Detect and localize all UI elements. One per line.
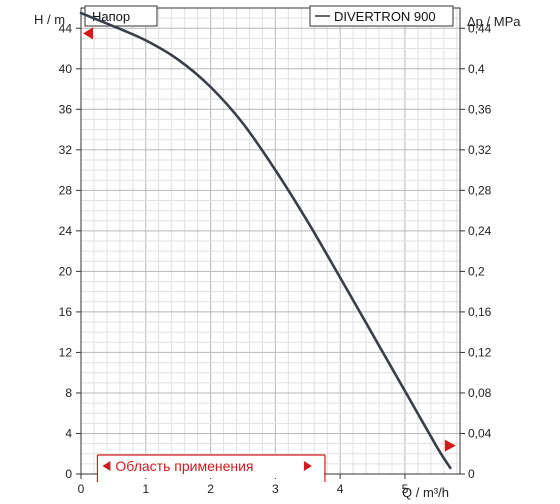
- legend-frame: [309, 5, 454, 27]
- y-tick-label: 16: [59, 305, 73, 319]
- y-tick-label: 32: [59, 143, 73, 157]
- x-tick-label: 0: [78, 482, 85, 496]
- legend-label: DIVERTRON 900: [334, 9, 436, 24]
- y2-tick-label: 0,08: [468, 386, 492, 400]
- y2-tick-label: 0: [468, 467, 475, 481]
- x-tick-label: 4: [337, 482, 344, 496]
- title-box: Напор: [84, 5, 158, 27]
- y-tick-label: 44: [59, 21, 73, 35]
- application-range: Область применения: [96, 454, 326, 482]
- x-tick-label: 5: [402, 482, 409, 496]
- operating-point-marker: [444, 439, 456, 452]
- y2-tick-label: 0,2: [468, 264, 485, 278]
- legend: DIVERTRON 900: [309, 5, 454, 27]
- x-axis-title: Q / m³/h: [402, 485, 449, 500]
- y-tick-label: 8: [65, 386, 72, 400]
- y2-tick-label: 0,28: [468, 183, 492, 197]
- y-tick-label: 12: [59, 345, 73, 359]
- series-line: [79, 11, 452, 470]
- y-axis-title-right: Δp / MPa: [467, 14, 521, 29]
- y2-tick-label: 0,44: [468, 21, 492, 35]
- y2-tick-label: 0,16: [468, 305, 492, 319]
- application-range-label: Область применения: [115, 458, 253, 474]
- operating-markers: [83, 27, 456, 452]
- y-axis-left: 0 4 8 12 16 20 24 28 32 36 40 44: [59, 21, 81, 481]
- range-right-arrow: [303, 461, 312, 471]
- y2-tick-label: 0,4: [468, 62, 485, 76]
- x-tick-label: 1: [142, 482, 149, 496]
- y2-tick-label: 0,24: [468, 224, 492, 238]
- chart-title: Напор: [92, 9, 130, 24]
- y-tick-label: 40: [59, 62, 73, 76]
- y-axis-right: 0 0,04 0,08 0,12 0,16 0,2 0,24 0,28 0,32 0,36 0,4 0…: [460, 21, 492, 481]
- range-left-arrow: [102, 461, 111, 471]
- y-tick-label: 4: [65, 426, 72, 440]
- grid: [81, 8, 460, 474]
- range-label-bg: [98, 455, 324, 478]
- y2-tick-label: 0,36: [468, 102, 492, 116]
- y2-tick-label: 0,04: [468, 426, 492, 440]
- operating-point-marker: [83, 27, 93, 40]
- x-tick-label: 3: [272, 482, 279, 496]
- y-tick-label: 28: [59, 183, 73, 197]
- y-tick-label: 20: [59, 264, 73, 278]
- y-axis-title-left: H / m: [34, 12, 65, 27]
- y2-tick-label: 0,12: [468, 345, 492, 359]
- y-tick-label: 36: [59, 102, 73, 116]
- y-tick-label: 0: [65, 467, 72, 481]
- y-tick-label: 24: [59, 224, 73, 238]
- y2-tick-label: 0,32: [468, 143, 492, 157]
- x-tick-label: 2: [207, 482, 214, 496]
